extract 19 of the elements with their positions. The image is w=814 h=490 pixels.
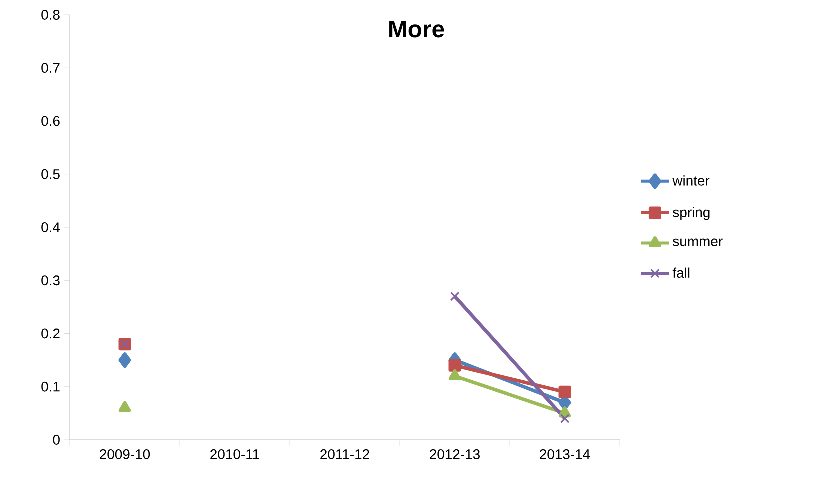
y-tick-label: 0.3 [42, 276, 60, 286]
y-tick-label: 0.5 [42, 169, 60, 180]
legend-label: summer [673, 238, 723, 246]
y-tick-label: 0.4 [42, 222, 60, 232]
chart-title: More [390, 21, 444, 38]
legend-label: winter [672, 176, 710, 186]
x-tick-label: 2010-11 [210, 450, 260, 460]
legend-label: spring [673, 207, 710, 220]
x-tick-label: 2012-13 [430, 450, 480, 460]
x-tick-label: 2011-12 [320, 450, 370, 460]
x-tick-label: 2009-10 [100, 450, 150, 460]
legend-label: fall [672, 268, 690, 278]
y-tick-label: 0.1 [42, 382, 60, 392]
y-tick-label: 0.6 [42, 116, 60, 126]
y-tick-label: 0 [53, 435, 60, 445]
y-tick-label: 0.8 [42, 10, 60, 20]
y-tick-label: 0.2 [42, 328, 60, 339]
x-tick-label: 2013-14 [540, 450, 590, 460]
y-tick-label: 0.7 [42, 63, 60, 74]
